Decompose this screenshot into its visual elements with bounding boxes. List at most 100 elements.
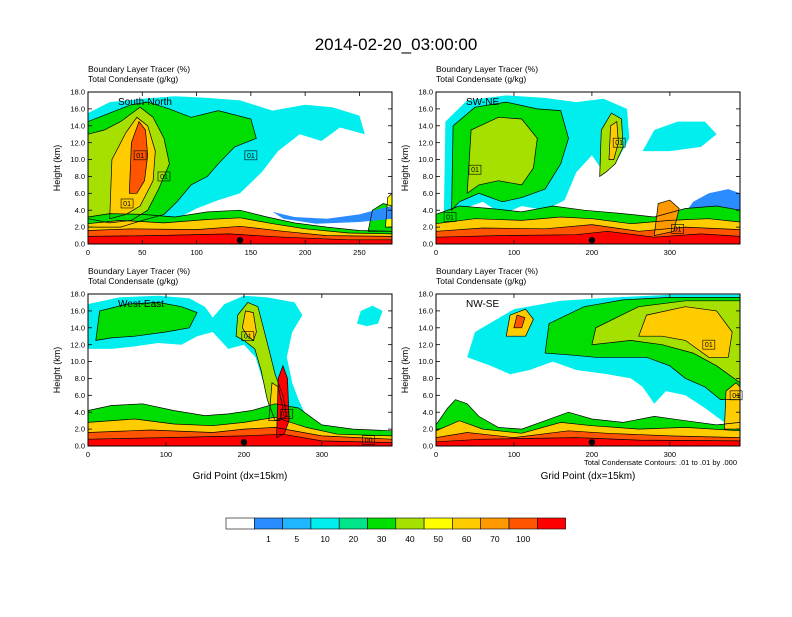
y-tick-label-5: 10.0 [418,357,433,366]
y-tick-label-0: 0.0 [75,442,85,451]
colorbar-swatch-3 [310,517,340,530]
contour-label-box-3 [120,198,134,209]
colorbar-label-9: 100 [516,534,530,544]
y-tick-label-8: 16.0 [70,306,85,315]
y-tick-label-6: 12.0 [70,340,85,349]
y-tick-label-5: 10.0 [70,155,85,164]
y-tick-label-6: 12.0 [418,138,433,147]
field-region-10 [436,231,740,244]
y-tick-label-1: 2.0 [423,223,433,232]
colorbar-label-1: 5 [294,534,299,544]
field-region-2 [467,117,538,194]
plot-frame [87,293,393,447]
contour-line-6 [436,399,740,446]
contour-line-5 [513,314,526,329]
field-region-10 [724,382,740,430]
contour-label-1: 01 [732,393,740,400]
x-tick-label-0: 0 [86,450,90,459]
contour-label-0: 01 [705,342,713,349]
colorbar-label-4: 30 [377,534,387,544]
y-tick-label-5: 10.0 [70,357,85,366]
panel-sw-ne: 01 01 01 01 SW-NE Boundary Layer Tracer (%)To… [400,64,741,257]
y-tick-label-8: 16.0 [70,104,85,113]
contour-line-1 [451,101,569,212]
contour-label-0: 01 [136,153,144,160]
y-tick-label-4: 8.0 [75,172,85,181]
contour-label-box-0 [612,137,626,148]
contour-label-box-1 [280,409,294,419]
x-tick-label-3: 300 [316,450,329,459]
y-tick-label-9: 18.0 [70,290,85,299]
colorbar-swatch-2 [282,517,312,530]
contour-line-8 [436,430,740,446]
panel-title-line-1: Total Condensate (g/kg) [88,276,178,286]
colorbar-label-6: 50 [434,534,444,544]
y-tick-label-4: 8.0 [423,172,433,181]
contour-lines [436,297,740,446]
shaded-field [88,96,392,244]
y-tick-label-9: 18.0 [70,88,85,97]
y-tick-label-5: 10.0 [418,155,433,164]
plot-frame [87,91,393,245]
colorbar-label-3: 20 [349,534,359,544]
x-axis-label: Grid Point (dx=15km) [541,471,636,482]
contour-line-8 [88,427,392,446]
field-region-5 [356,305,383,327]
contour-line-4 [608,120,619,160]
y-tick-label-2: 4.0 [75,206,85,215]
shaded-field [436,95,740,244]
contour-line-11 [653,199,680,237]
contour-line-1 [95,302,198,341]
contour-label-0: 01 [244,334,252,341]
contour-label-1: 01 [283,411,291,418]
contour-lines [88,301,392,446]
y-tick-label-3: 6.0 [423,391,433,400]
contour-label-box-2 [362,435,375,445]
contour-label-box-1 [157,171,171,182]
contour-label-0: 01 [615,140,623,147]
contour-label-box-2 [244,150,258,161]
contour-line-10 [276,364,290,439]
contour-label-3: 01 [674,226,682,233]
colorbar-label-0: 1 [266,534,271,544]
colorbar-label-8: 70 [490,534,500,544]
y-tick-label-3: 6.0 [423,189,433,198]
panel-title-line-1: Total Condensate (g/kg) [436,74,526,84]
x-tick-label-1: 50 [138,248,146,257]
contour-line-8 [436,216,740,244]
contour-line-4 [505,308,534,337]
x-tick-label-0: 0 [434,450,438,459]
contour-line-2 [466,116,538,195]
y-tick-label-7: 14.0 [418,121,433,130]
contour-note: Total Condensate Contours: .01 to .01 by… [584,458,737,467]
contour-label-2: 00 [365,438,373,445]
y-tick-label-7: 14.0 [418,323,433,332]
colorbar-swatch-1 [254,517,283,530]
x-tick-label-2: 200 [238,450,251,459]
contour-line-9 [436,224,740,244]
contour-line-2 [591,300,740,384]
y-axis-label: Height (km) [52,145,62,192]
y-tick-label-8: 16.0 [418,306,433,315]
contour-line-3 [599,112,624,178]
figure-title: 2014-02-20_03:00:00 [315,35,478,54]
colorbar: 1 5 10 20 30 40 50 60 70 100 [225,517,566,544]
contour-label-3: 01 [123,201,131,208]
contour-line-10 [436,230,740,244]
y-axis-label: Height (km) [400,347,410,394]
contour-line-8 [88,233,392,244]
y-tick-label-3: 6.0 [75,189,85,198]
colorbar-label-2: 10 [320,534,330,544]
x-tick-label-5: 250 [353,248,366,257]
x-tick-label-0: 0 [86,248,90,257]
field-region-9 [88,434,392,446]
x-tick-label-1: 100 [160,450,173,459]
x-tick-label-2: 200 [586,450,599,459]
panel-title-line-1: Total Condensate (g/kg) [88,74,178,84]
colorbar-swatch-10 [508,517,538,530]
contour-line-7 [88,225,392,244]
